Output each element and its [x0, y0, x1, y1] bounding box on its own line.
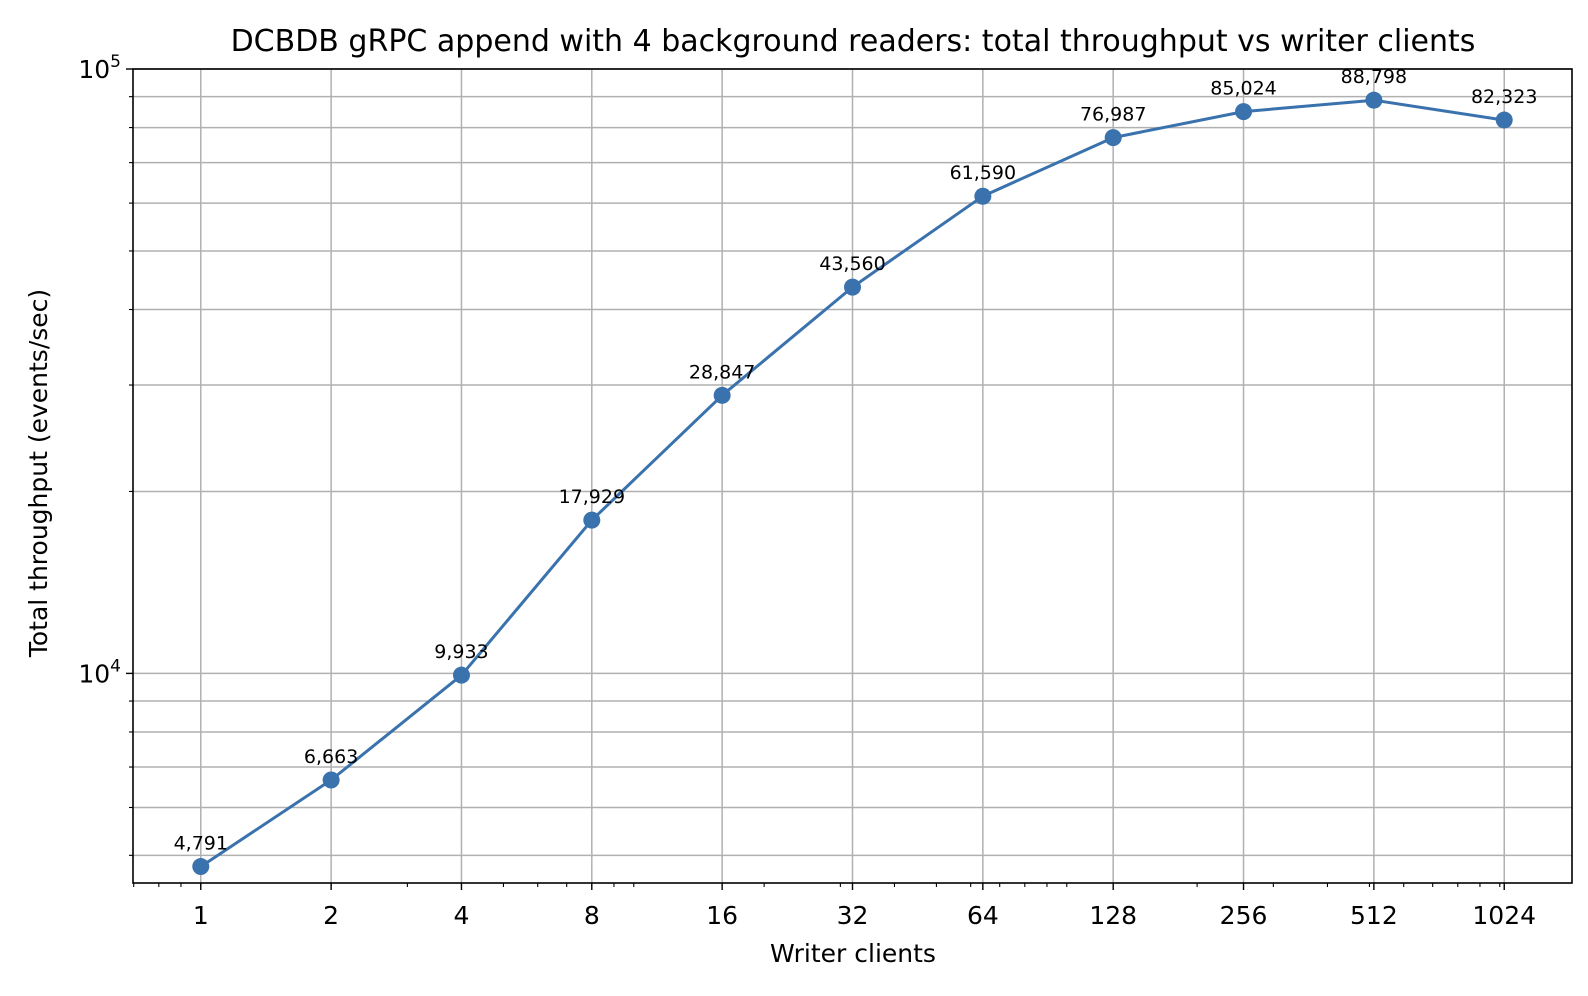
- x-tick-label: 16: [706, 901, 738, 930]
- x-tick-label: 512: [1350, 901, 1398, 930]
- data-label: 28,847: [689, 361, 755, 383]
- series-layer: 4,791 6,663 9,933 17,929 28,847 43,560 61,590 7…: [174, 66, 1537, 876]
- tick-layer: 1 2 4 8 16 32 64 128 256 512 1024 104 105: [78, 52, 1536, 930]
- data-label: 43,560: [819, 253, 885, 275]
- data-label: 88,798: [1341, 66, 1407, 88]
- data-point: [1365, 91, 1383, 109]
- data-label: 17,929: [559, 486, 625, 508]
- y-tick-label: 105: [78, 52, 121, 84]
- data-point: [974, 187, 992, 205]
- chart-title: DCBDB gRPC append with 4 background read…: [231, 24, 1476, 59]
- data-point: [844, 278, 861, 296]
- y-tick-label: 104: [78, 656, 121, 688]
- data-point: [192, 858, 210, 876]
- data-label: 82,323: [1471, 86, 1537, 108]
- x-tick-label: 8: [584, 901, 600, 930]
- x-tick-label: 1: [193, 901, 209, 930]
- data-label: 6,663: [304, 746, 358, 768]
- x-tick-label: 64: [967, 901, 999, 930]
- data-point: [583, 511, 601, 529]
- data-label: 85,024: [1210, 78, 1276, 100]
- data-point: [452, 666, 470, 684]
- data-label: 76,987: [1080, 104, 1146, 126]
- data-label: 61,590: [950, 162, 1016, 184]
- x-tick-label: 1024: [1472, 901, 1536, 930]
- x-tick-label: 2: [323, 901, 339, 930]
- data-label: 4,791: [174, 833, 228, 855]
- y-axis-label: Total throughput (events/sec): [24, 289, 53, 658]
- x-tick-label: 256: [1220, 901, 1268, 930]
- x-tick-label: 128: [1089, 901, 1137, 930]
- data-point: [713, 386, 731, 404]
- data-label: 9,933: [434, 641, 488, 663]
- data-point: [1235, 103, 1253, 121]
- data-point: [322, 771, 340, 789]
- x-axis-label: Writer clients: [770, 939, 936, 968]
- x-tick-label: 32: [837, 901, 869, 930]
- x-tick-label: 4: [454, 901, 470, 930]
- grid-layer: [133, 68, 1572, 883]
- data-point: [1104, 129, 1122, 147]
- data-point: [1495, 111, 1513, 129]
